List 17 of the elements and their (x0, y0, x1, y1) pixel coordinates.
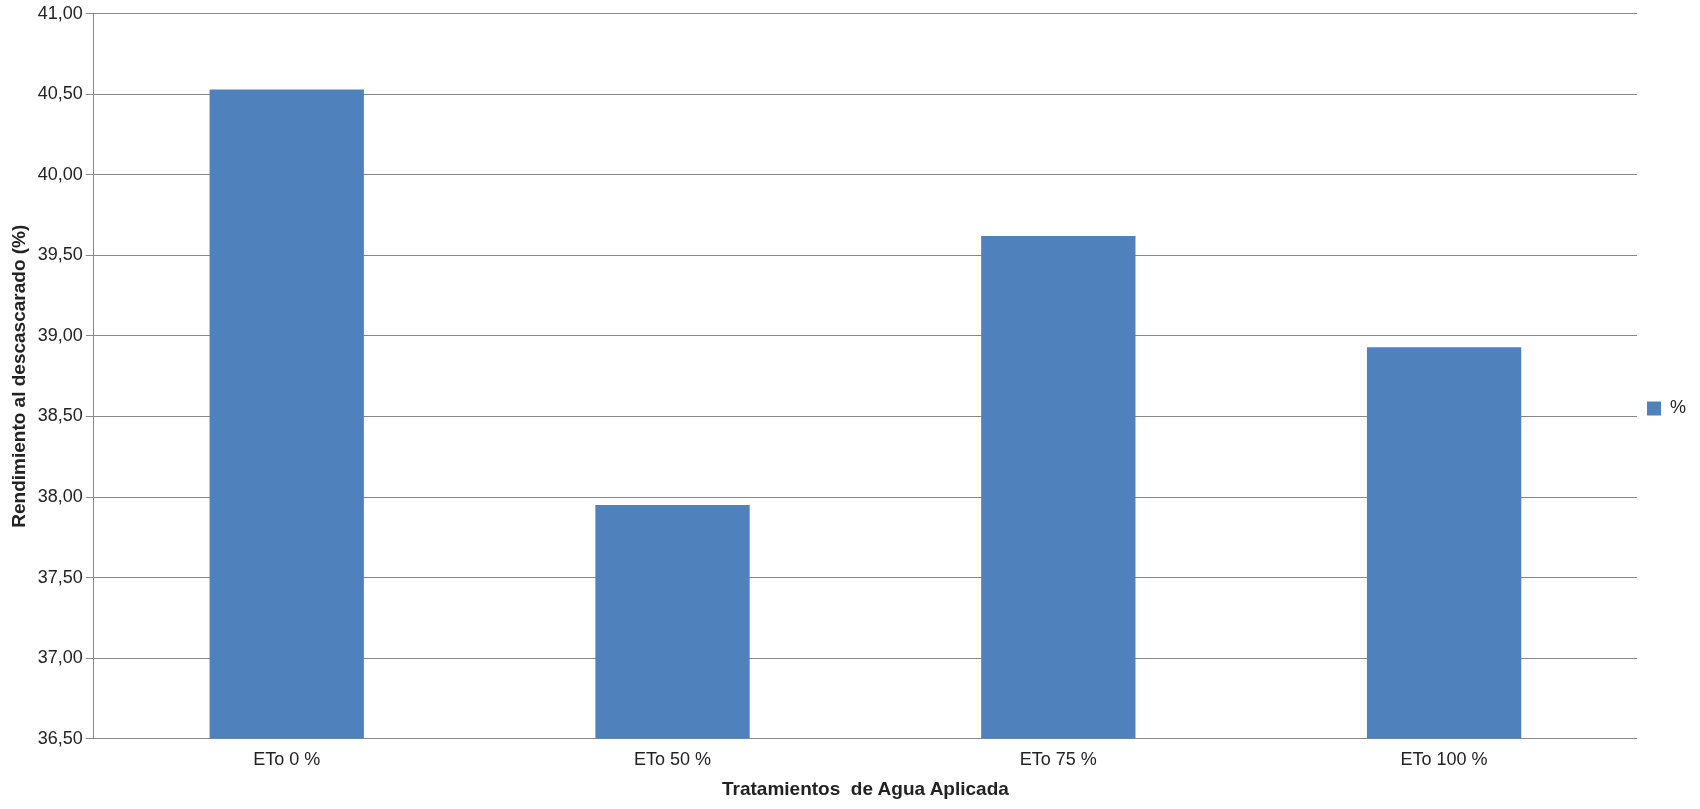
y-axis-title: Rendimiento al descascarado (%) (7, 224, 29, 528)
y-tick-label: 39,50 (37, 244, 83, 265)
legend-label: % (1670, 397, 1687, 418)
y-tick-label: 39,00 (37, 324, 83, 345)
y-tick-label: 40,50 (37, 83, 83, 104)
x-tick-label: ETo 75 % (1019, 749, 1097, 770)
y-tick-label: 38,50 (37, 405, 83, 426)
y-tick-label: 36,50 (37, 727, 83, 748)
x-tick-label: ETo 0 % (253, 749, 321, 770)
y-tick-label: 38,00 (37, 485, 83, 506)
y-tick-label: 37,00 (37, 647, 83, 668)
y-tick-label: 41,00 (37, 2, 83, 23)
x-axis-title: Tratamientos de Agua Aplicada (722, 777, 1010, 799)
x-tick-label: ETo 50 % (634, 749, 712, 770)
x-tick-label: ETo 100 % (1400, 749, 1488, 770)
y-tick-label: 40,00 (37, 163, 83, 184)
y-tick-label: 37,50 (37, 566, 83, 587)
